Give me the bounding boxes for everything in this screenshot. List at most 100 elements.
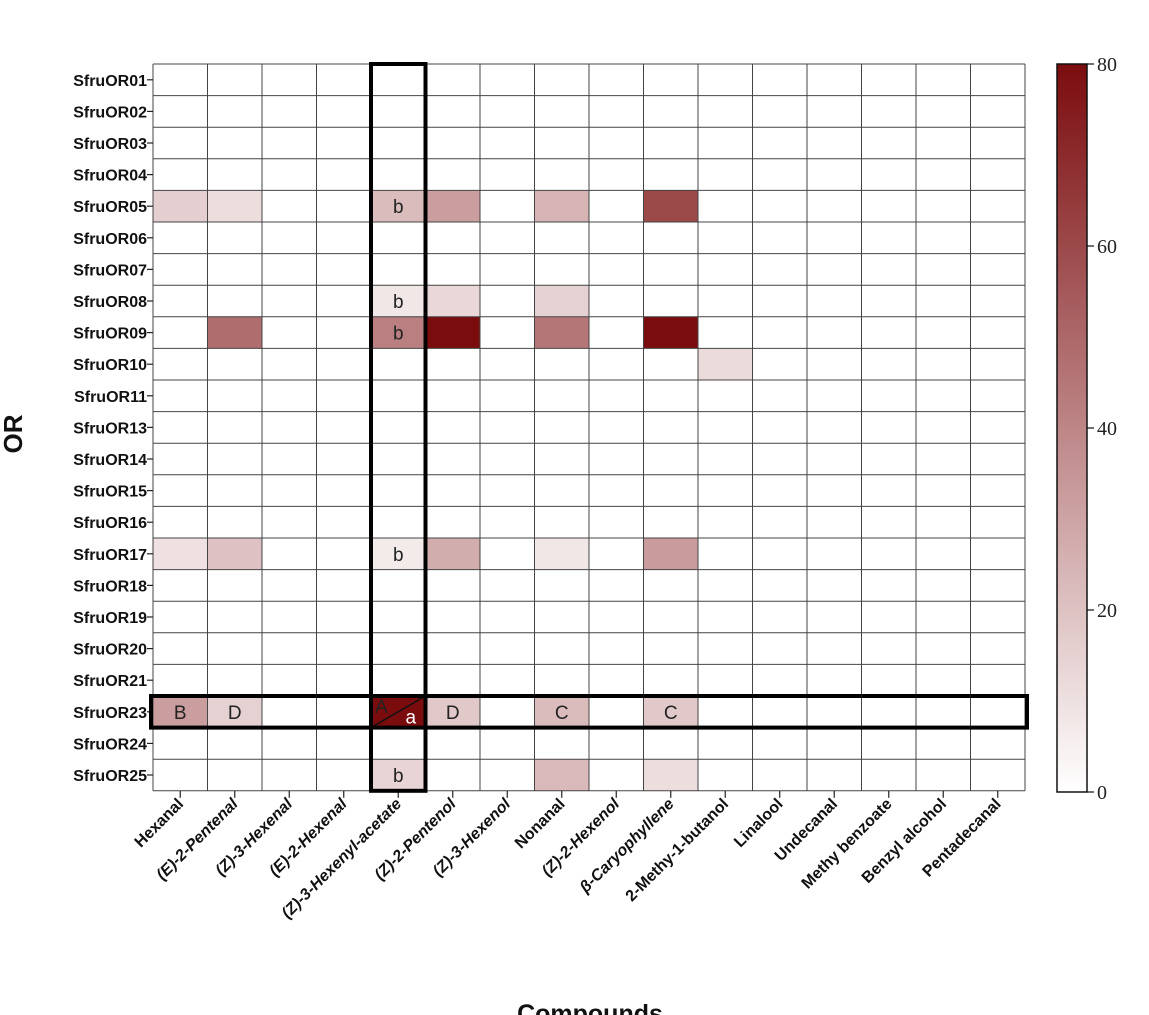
heatmap-cell bbox=[153, 474, 208, 507]
heatmap-cell bbox=[262, 727, 317, 760]
heatmap-cell bbox=[207, 538, 262, 570]
heatmap-cell bbox=[262, 190, 317, 222]
heatmap-cell bbox=[916, 95, 971, 128]
heatmap-cell bbox=[425, 285, 480, 317]
heatmap-cell bbox=[698, 569, 753, 602]
heatmap-cell bbox=[262, 664, 317, 696]
heatmap-cell bbox=[534, 411, 589, 444]
heatmap-cell bbox=[534, 538, 589, 570]
row-label: SfruOR25 bbox=[73, 768, 147, 785]
heatmap-cell bbox=[970, 727, 1025, 760]
highlight-boxes bbox=[149, 62, 1029, 793]
row-label: SfruOR14 bbox=[73, 452, 147, 469]
heatmap-cell bbox=[153, 64, 208, 96]
row-labels: SfruOR01 SfruOR02 SfruOR03 SfruOR04 SfruOR05… bbox=[73, 73, 153, 785]
cell-annotation: b bbox=[393, 324, 404, 345]
heatmap-cell bbox=[916, 632, 971, 665]
heatmap-cell bbox=[425, 222, 480, 254]
heatmap-cell bbox=[207, 190, 262, 222]
heatmap-cell bbox=[807, 601, 862, 633]
heatmap-cell bbox=[861, 190, 916, 222]
heatmap-cell bbox=[643, 506, 698, 538]
heatmap-cell bbox=[698, 474, 753, 507]
heatmap-cell bbox=[752, 190, 807, 222]
heatmap-cell bbox=[698, 253, 753, 286]
heatmap-cell bbox=[262, 285, 317, 317]
heatmap-cell bbox=[371, 664, 426, 696]
heatmap-cell bbox=[861, 696, 916, 728]
heatmap-cell bbox=[861, 348, 916, 380]
heatmap-cell bbox=[262, 601, 317, 633]
heatmap-cell bbox=[589, 632, 644, 665]
heatmap-cell bbox=[752, 632, 807, 665]
heatmap-cell bbox=[153, 285, 208, 317]
heatmap-cell bbox=[916, 759, 971, 791]
colorbar-tick-label: 40 bbox=[1097, 418, 1117, 440]
heatmap-cell bbox=[371, 632, 426, 665]
heatmap-cell bbox=[480, 727, 535, 760]
heatmap-cell bbox=[970, 411, 1025, 444]
heatmap-cell bbox=[643, 190, 698, 222]
heatmap-cell bbox=[752, 727, 807, 760]
heatmap-cell bbox=[752, 601, 807, 633]
heatmap-cell bbox=[480, 569, 535, 602]
heatmap-cell bbox=[698, 664, 753, 696]
heatmap-cell bbox=[534, 285, 589, 317]
heatmap-cell bbox=[916, 506, 971, 538]
heatmap-cell bbox=[916, 696, 971, 728]
heatmap-cell bbox=[480, 380, 535, 412]
heatmap-cell bbox=[752, 158, 807, 191]
heatmap-cell bbox=[970, 380, 1025, 412]
heatmap-cell bbox=[534, 64, 589, 96]
heatmap-cell bbox=[589, 474, 644, 507]
heatmap-cell bbox=[970, 222, 1025, 254]
heatmap-cell bbox=[371, 348, 426, 380]
heatmap-cell bbox=[207, 380, 262, 412]
heatmap-cell bbox=[425, 95, 480, 128]
heatmap-cell bbox=[916, 285, 971, 317]
heatmap-cell bbox=[425, 348, 480, 380]
heatmap-cell bbox=[698, 285, 753, 317]
heatmap-cell bbox=[861, 64, 916, 96]
heatmap-cell bbox=[207, 569, 262, 602]
heatmap-cell bbox=[861, 569, 916, 602]
heatmap-cell bbox=[698, 380, 753, 412]
heatmap-cell bbox=[262, 348, 317, 380]
heatmap-cell bbox=[480, 632, 535, 665]
heatmap-cell bbox=[916, 664, 971, 696]
heatmap-cell bbox=[316, 538, 371, 570]
heatmap-cell bbox=[534, 348, 589, 380]
heatmap-cell bbox=[970, 474, 1025, 507]
highlighted-row-box bbox=[149, 694, 1029, 730]
heatmap-cell bbox=[916, 727, 971, 760]
heatmap-cell bbox=[534, 696, 589, 728]
heatmap-cell bbox=[589, 127, 644, 159]
heatmap-cell bbox=[207, 506, 262, 538]
heatmap-cell bbox=[207, 285, 262, 317]
row-label: SfruOR06 bbox=[73, 231, 147, 248]
heatmap-cell bbox=[262, 64, 317, 96]
row-label: SfruOR21 bbox=[73, 673, 147, 690]
heatmap-cell bbox=[534, 127, 589, 159]
heatmap-cell bbox=[807, 127, 862, 159]
colorbar-tick-label: 0 bbox=[1097, 782, 1107, 804]
heatmap-cell bbox=[970, 538, 1025, 570]
heatmap-cell bbox=[970, 285, 1025, 317]
row-label: SfruOR24 bbox=[73, 736, 147, 753]
heatmap-cell bbox=[207, 474, 262, 507]
heatmap-cell bbox=[861, 285, 916, 317]
heatmap-cell bbox=[207, 664, 262, 696]
heatmap-cell bbox=[425, 127, 480, 159]
heatmap-cell bbox=[752, 411, 807, 444]
heatmap-cell bbox=[698, 696, 753, 728]
heatmap-cell bbox=[643, 569, 698, 602]
heatmap-cell bbox=[316, 696, 371, 728]
row-label: SfruOR09 bbox=[73, 326, 147, 343]
heatmap-cell bbox=[589, 348, 644, 380]
heatmap-cell bbox=[207, 127, 262, 159]
heatmap-cell bbox=[262, 380, 317, 412]
heatmap-cell bbox=[207, 443, 262, 475]
heatmap-cell bbox=[970, 601, 1025, 633]
heatmap-cell bbox=[153, 316, 208, 349]
heatmap-cell bbox=[807, 727, 862, 760]
